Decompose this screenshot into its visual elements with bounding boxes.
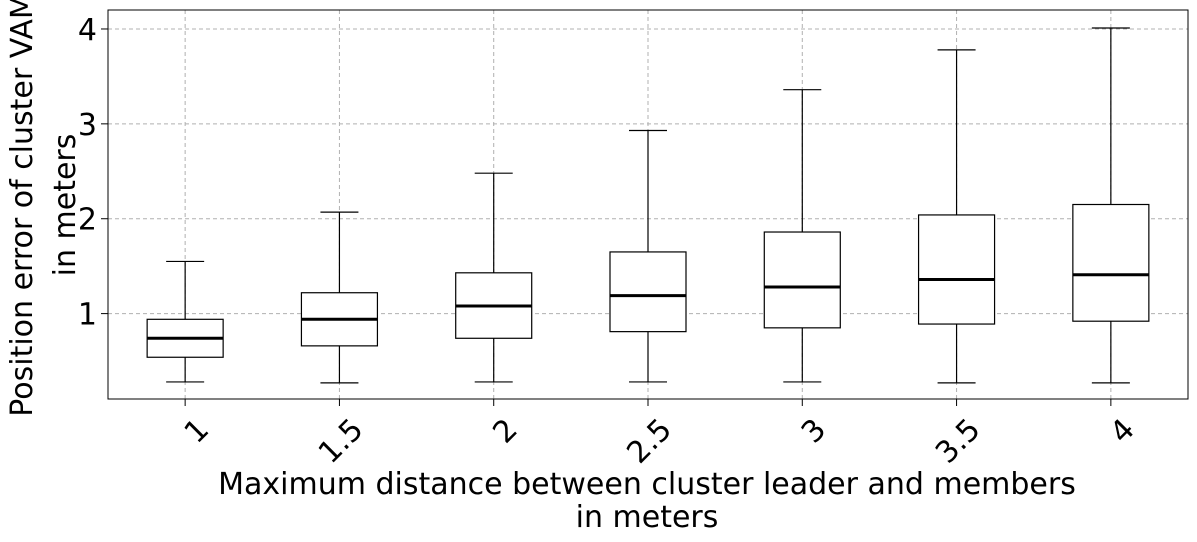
y-tick-label: 4 [78,13,97,48]
y-tick-label: 2 [78,203,97,238]
box-3.5 [917,49,996,384]
box-2 [455,172,533,383]
iqr-box [763,231,841,329]
y-tick-label: 3 [78,108,97,143]
iqr-box [917,214,996,325]
x-tick-label: 1.5 [312,412,370,470]
x-axis-label-line-1: Maximum distance between cluster leader … [218,467,1076,502]
iqr-box [609,251,687,333]
box-2.5 [609,129,687,383]
y-tick-label: 1 [78,298,97,333]
y-axis-label-line-2: in meters [48,134,83,277]
boxes-group [146,27,1150,384]
x-tick-label: 2.5 [620,412,678,470]
y-axis-label: Position error of cluster VAM in meters [5,0,83,417]
iqr-box [1072,203,1150,322]
box-4 [1072,27,1150,384]
x-tick-label: 1 [178,412,216,450]
box-1 [146,260,224,383]
x-tick-label: 3 [795,412,833,450]
x-tick-label: 4 [1104,412,1142,450]
x-tick-label: 3.5 [929,412,987,470]
x-axis-ticks: 1 1.5 2 2.5 3 3.5 4 [178,399,1142,471]
y-axis-ticks: 1 2 3 4 [78,13,108,333]
box-3 [763,89,841,383]
box-1.5 [300,211,379,384]
x-tick-label: 2 [486,412,524,450]
y-axis-label-line-1: Position error of cluster VAM [5,0,40,417]
x-axis-label-line-2: in meters [576,500,719,535]
